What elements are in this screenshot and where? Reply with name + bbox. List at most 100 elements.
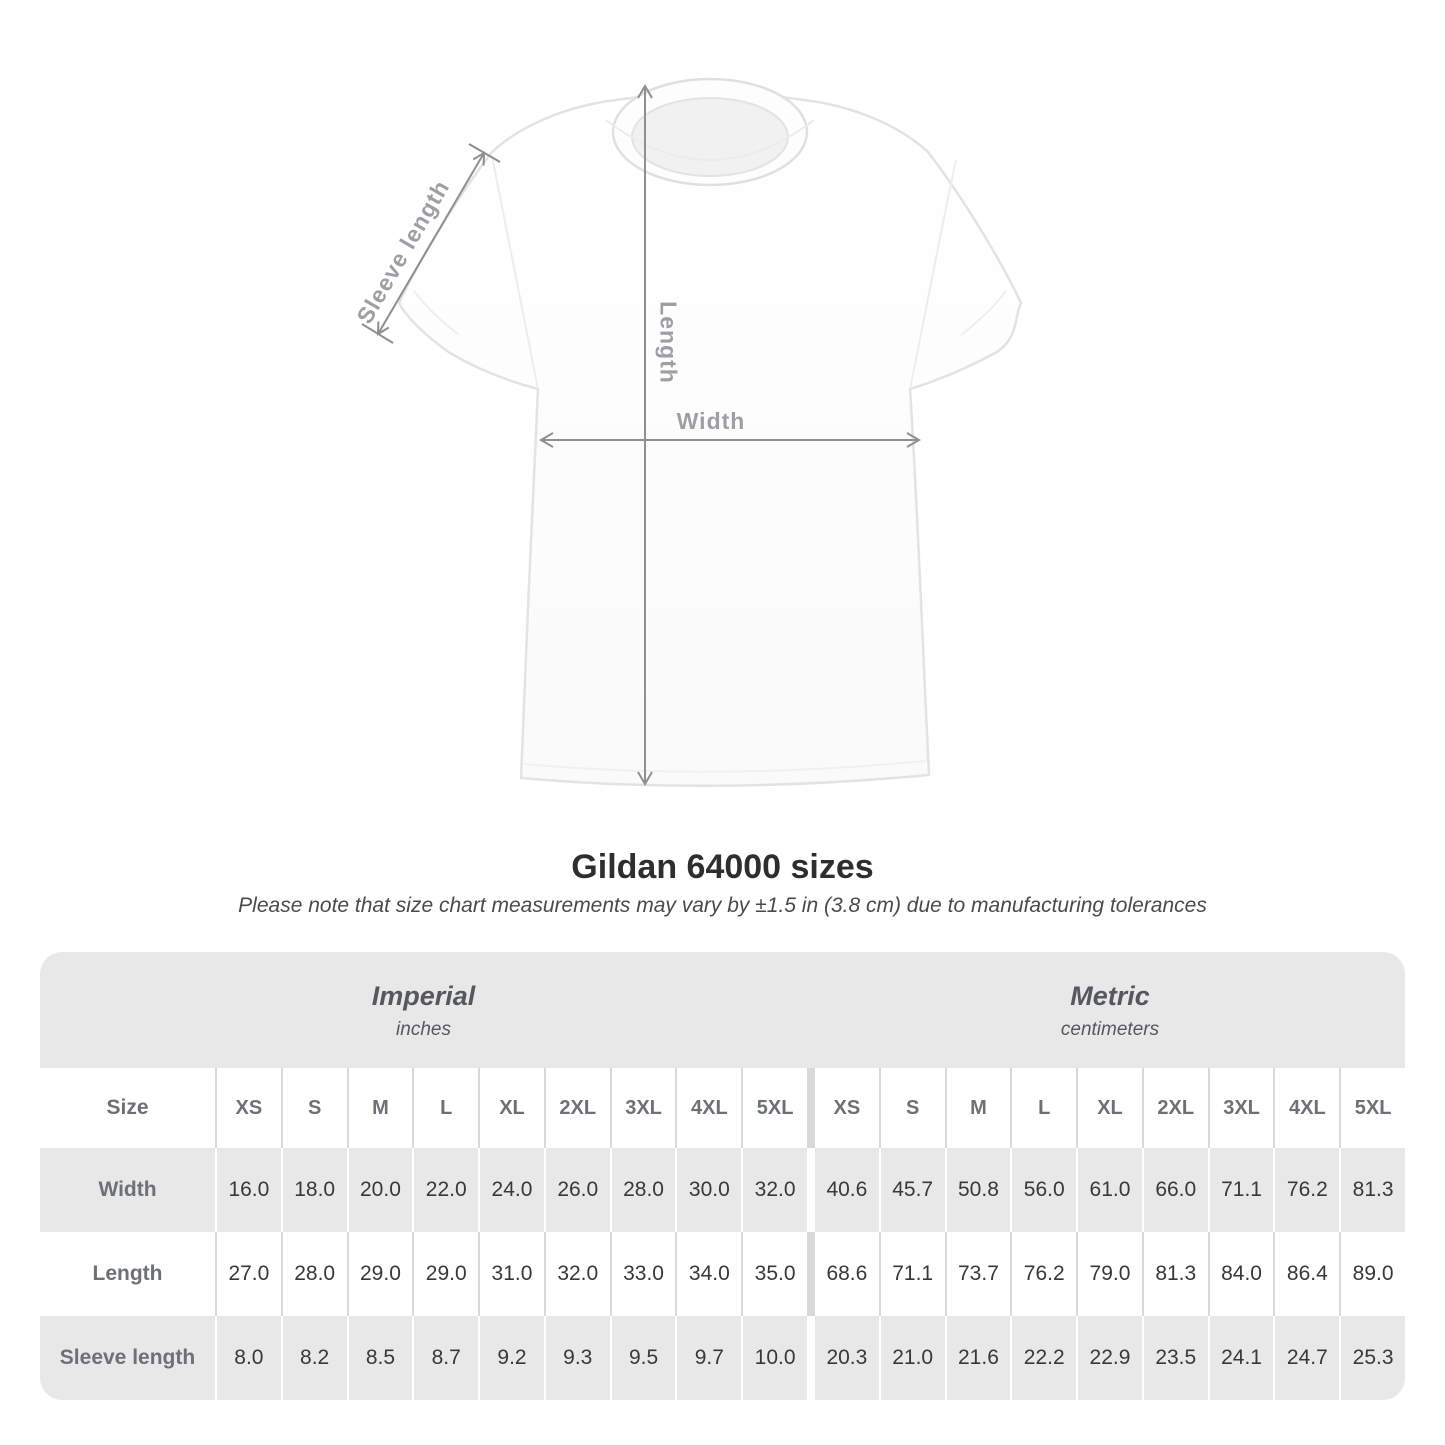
metric-cell: XL	[1078, 1068, 1142, 1148]
unit-divider	[809, 1068, 813, 1148]
metric-cell: 71.1	[1209, 1148, 1274, 1232]
imperial-cell: 34.0	[677, 1232, 742, 1316]
units-header-band: Imperial inches Metric centimeters	[40, 952, 1405, 1068]
length-arrow	[637, 84, 653, 786]
imperial-cell: 3XL	[611, 1068, 676, 1148]
imperial-cell: 22.0	[414, 1148, 479, 1232]
imperial-cell: 27.0	[217, 1232, 281, 1316]
imperial-cell: 31.0	[480, 1232, 544, 1316]
imperial-cell: 20.0	[348, 1148, 413, 1232]
imperial-cell: XL	[480, 1068, 544, 1148]
metric-cell: 5XL	[1341, 1068, 1405, 1148]
metric-cell: 24.7	[1275, 1316, 1340, 1400]
imperial-cell: 9.7	[677, 1316, 742, 1400]
imperial-cell: 8.0	[217, 1316, 281, 1400]
metric-cell: 66.0	[1143, 1148, 1208, 1232]
imperial-cell: XS	[217, 1068, 281, 1148]
imperial-cell: 8.2	[282, 1316, 347, 1400]
width-label: Width	[676, 408, 746, 434]
metric-cell: 45.7	[880, 1148, 945, 1232]
row-label: Width	[40, 1148, 215, 1232]
length-label: Length	[655, 301, 682, 384]
metric-cell: 3XL	[1209, 1068, 1274, 1148]
metric-cell: 4XL	[1275, 1068, 1340, 1148]
imperial-title: Imperial	[371, 981, 476, 1011]
imperial-cell: 8.5	[348, 1316, 413, 1400]
metric-cell: 2XL	[1143, 1068, 1208, 1148]
length-row: Length 27.0 28.0 29.0 29.0 31.0 32.0 33.0 34.0 35…	[40, 1232, 1405, 1316]
metric-cell: 68.6	[815, 1232, 879, 1316]
metric-cell: 50.8	[946, 1148, 1011, 1232]
metric-cell: 24.1	[1209, 1316, 1274, 1400]
metric-cell: 89.0	[1341, 1232, 1405, 1316]
metric-cell: XS	[815, 1068, 879, 1148]
metric-cell: 76.2	[1275, 1148, 1340, 1232]
metric-cell: 40.6	[815, 1148, 879, 1232]
imperial-cell: 9.3	[545, 1316, 610, 1400]
metric-cell: 21.0	[880, 1316, 945, 1400]
metric-cell: 71.1	[880, 1232, 945, 1316]
tolerance-note: Please note that size chart measurements…	[238, 894, 1207, 917]
imperial-cell: 5XL	[743, 1068, 807, 1148]
metric-cell: 22.9	[1078, 1316, 1142, 1400]
imperial-cell: 4XL	[677, 1068, 742, 1148]
metric-cell: S	[880, 1068, 945, 1148]
imperial-cell: L	[414, 1068, 479, 1148]
metric-cell: L	[1012, 1068, 1077, 1148]
row-label: Size	[40, 1068, 215, 1148]
imperial-cell: 33.0	[611, 1232, 676, 1316]
size-header-row: Size XS S M L XL 2XL 3XL 4XL 5XL XS S M L XL 2XL 3XL 4XL 5…	[40, 1068, 1405, 1148]
metric-unit: centimeters	[1060, 1019, 1160, 1040]
imperial-cell: 29.0	[414, 1232, 479, 1316]
metric-cell: M	[946, 1068, 1011, 1148]
imperial-cell: 8.7	[414, 1316, 479, 1400]
imperial-cell: 29.0	[348, 1232, 413, 1316]
metric-cell: 73.7	[946, 1232, 1011, 1316]
metric-cell: 76.2	[1012, 1232, 1077, 1316]
imperial-cell: M	[348, 1068, 413, 1148]
unit-divider	[809, 1316, 813, 1400]
metric-title: Metric	[1070, 981, 1150, 1011]
imperial-cell: 9.5	[611, 1316, 676, 1400]
unit-divider	[809, 1232, 813, 1316]
metric-header: Metric centimeters	[815, 952, 1405, 1068]
imperial-cell: 26.0	[545, 1148, 610, 1232]
size-table: Imperial inches Metric centimeters Size X…	[40, 952, 1405, 1400]
metric-cell: 86.4	[1275, 1232, 1340, 1316]
imperial-cell: S	[282, 1068, 347, 1148]
metric-cell: 22.2	[1012, 1316, 1077, 1400]
row-label: Sleeve length	[40, 1316, 215, 1400]
metric-cell: 25.3	[1341, 1316, 1405, 1400]
metric-cell: 79.0	[1078, 1232, 1142, 1316]
unit-divider	[809, 1148, 813, 1232]
row-label: Length	[40, 1232, 215, 1316]
imperial-cell: 9.2	[480, 1316, 544, 1400]
metric-cell: 56.0	[1012, 1148, 1077, 1232]
metric-cell: 20.3	[815, 1316, 879, 1400]
sleeve-length-row: Sleeve length 8.0 8.2 8.5 8.7 9.2 9.3 9.5 9.7 10.…	[40, 1316, 1405, 1400]
metric-cell: 81.3	[1341, 1148, 1405, 1232]
page-title: Gildan 64000 sizes	[571, 848, 874, 886]
imperial-cell: 16.0	[217, 1148, 281, 1232]
imperial-cell: 2XL	[545, 1068, 610, 1148]
imperial-cell: 24.0	[480, 1148, 544, 1232]
metric-cell: 21.6	[946, 1316, 1011, 1400]
imperial-cell: 28.0	[282, 1232, 347, 1316]
width-row: Width 16.0 18.0 20.0 22.0 24.0 26.0 28.0 30.0 32.…	[40, 1148, 1405, 1232]
sleeve-length-label: Sleeve length	[351, 175, 455, 329]
metric-cell: 23.5	[1143, 1316, 1208, 1400]
imperial-unit: inches	[396, 1019, 451, 1040]
imperial-cell: 32.0	[545, 1232, 610, 1316]
imperial-cell: 18.0	[282, 1148, 347, 1232]
metric-cell: 61.0	[1078, 1148, 1142, 1232]
imperial-cell: 35.0	[743, 1232, 807, 1316]
metric-cell: 84.0	[1209, 1232, 1274, 1316]
imperial-cell: 30.0	[677, 1148, 742, 1232]
width-arrow	[539, 432, 921, 448]
imperial-cell: 28.0	[611, 1148, 676, 1232]
imperial-header: Imperial inches	[40, 952, 807, 1068]
imperial-cell: 32.0	[743, 1148, 807, 1232]
metric-cell: 81.3	[1143, 1232, 1208, 1316]
imperial-cell: 10.0	[743, 1316, 807, 1400]
